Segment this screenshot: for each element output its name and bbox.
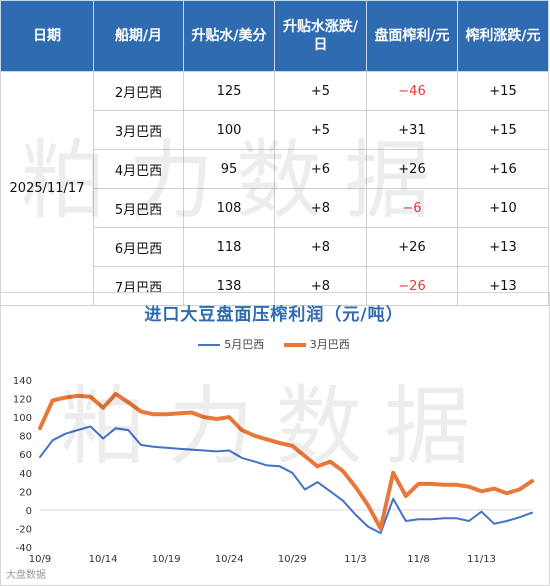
y-tick-label: 100 [13,413,32,424]
legend-swatch-mar [283,343,306,347]
y-tick-label: 40 [19,469,32,480]
margin-change-cell: +15 [457,110,549,150]
y-tick-label: -20 [16,524,32,535]
basis-margin-table: 日期 船期/月 升贴水/美分 升贴水涨跌/日 盘面榨利/元 榨利涨跌/元 202… [0,0,549,306]
legend-item-mar: 3月巴西 [283,336,350,352]
basis-cell: 108 [183,188,275,228]
margin-cell: −6 [366,188,458,228]
basis-change-cell: +5 [274,71,367,111]
header-margin: 盘面榨利/元 [366,0,458,72]
x-tick-label: 11/3 [344,554,366,565]
table-row: 3月巴西 100 +5 +31 +15 [1,110,549,150]
margin-change-cell: +13 [457,266,549,306]
margin-change-cell: +16 [457,149,549,189]
basis-cell: 95 [183,149,275,189]
y-tick-label: 60 [19,450,32,461]
ship-month-cell: 2月巴西 [93,71,184,111]
series-line-may [39,425,533,535]
x-tick-label: 10/24 [215,554,244,565]
margin-cell: +26 [366,149,458,189]
y-tick-label: 80 [19,432,32,443]
margin-cell: +26 [366,227,458,267]
margin-change-cell: +10 [457,188,549,228]
line-chart: -40 -20 0 20 40 60 80 100 120 140 10/9 10/14 10/19 10… [13,376,534,565]
legend-item-may: 5月巴西 [198,336,264,352]
legend-swatch-may [198,344,221,346]
basis-change-cell: +6 [274,149,367,189]
chart-title: 进口大豆盘面压榨利润（元/吨） [144,305,404,325]
x-tick-label: 11/13 [467,554,496,565]
x-tick-label: 11/8 [407,554,429,565]
basis-cell: 138 [183,266,275,306]
basis-change-cell: +8 [274,188,367,228]
ship-month-cell: 4月巴西 [93,149,184,189]
x-tick-label: 10/19 [152,554,181,565]
legend-label-may: 5月巴西 [224,338,265,351]
margin-cell: −46 [366,71,458,111]
table-row: 7月巴西 138 +8 −26 +13 [1,266,549,306]
series-line-mar [38,391,534,531]
basis-cell: 125 [183,71,275,111]
ship-month-cell: 3月巴西 [93,110,184,150]
header-basis: 升贴水/美分 [183,0,275,72]
table-row: 6月巴西 118 +8 +26 +13 [1,227,549,267]
y-tick-label: 140 [13,376,32,387]
ship-month-cell: 7月巴西 [93,266,184,306]
table-row: 4月巴西 95 +6 +26 +16 [1,149,549,189]
x-tick-label: 10/14 [89,554,118,565]
basis-cell: 100 [183,110,275,150]
basis-cell: 118 [183,227,275,267]
header-date: 日期 [0,0,94,72]
x-tick-label: 10/29 [278,554,307,565]
header-ship-month: 船期/月 [93,0,184,72]
date-cell: 2025/11/17 [0,71,94,306]
footer-source: 大盘数据 [6,570,46,581]
y-tick-label: -40 [16,543,32,554]
margin-change-cell: +15 [457,71,549,111]
margin-change-cell: +13 [457,227,549,267]
x-tick-label: 10/9 [29,554,51,565]
header-margin-change: 榨利涨跌/元 [457,0,549,72]
table-row: 5月巴西 108 +8 −6 +10 [1,188,549,228]
y-tick-label: 120 [13,395,32,406]
margin-cell: +31 [366,110,458,150]
header-basis-change: 升贴水涨跌/日 [274,0,367,72]
y-tick-label: 0 [26,506,32,517]
ship-month-cell: 5月巴西 [93,188,184,228]
table-header-row: 日期 船期/月 升贴水/美分 升贴水涨跌/日 盘面榨利/元 榨利涨跌/元 [0,0,549,72]
basis-change-cell: +8 [274,227,367,267]
ship-month-cell: 6月巴西 [93,227,184,267]
y-tick-label: 20 [19,487,32,498]
table-row: 2025/11/17 2月巴西 125 +5 −46 +15 [0,71,549,306]
chart-legend: 5月巴西 3月巴西 [0,336,548,352]
legend-label-mar: 3月巴西 [309,338,350,351]
basis-change-cell: +5 [274,110,367,150]
